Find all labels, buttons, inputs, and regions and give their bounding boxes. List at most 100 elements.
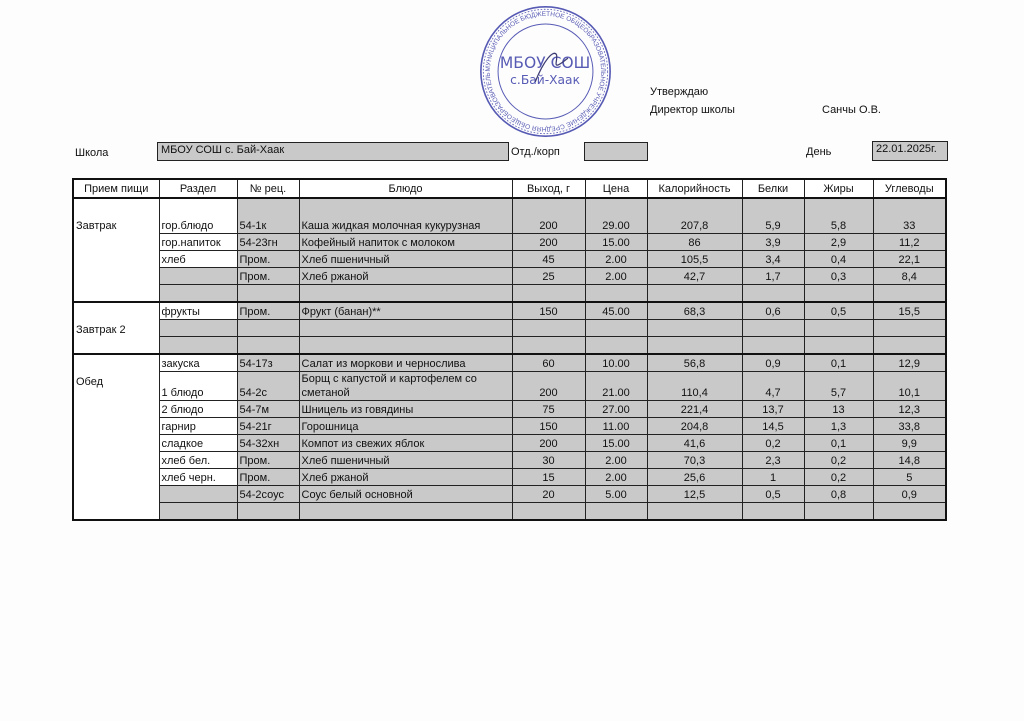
protein-cell: 0,9 [741,353,805,372]
price-cell: 2.00 [584,468,648,486]
fat-cell: 2,9 [803,233,874,251]
calories-cell: 110,4 [646,371,743,401]
fat-cell: 0,1 [803,434,874,452]
fat-cell: 0,5 [803,301,874,320]
carbs-cell: 14,8 [872,451,947,469]
svg-text:с.Бай-Хаак: с.Бай-Хаак [510,73,580,87]
meal-name: Завтрак 2 [72,301,160,355]
fat-cell: 13 [803,400,874,418]
dish-cell: Хлеб пшеничный [298,250,513,268]
dish-cell: Фрукт (банан)** [298,301,513,320]
carbs-cell: 33 [872,197,947,234]
price-cell: 11.00 [584,417,648,435]
table-row: хлеб черн. Пром. Хлеб ржаной 15 2.00 25,6 1 0,2… [73,468,947,486]
price-cell: 21.00 [584,371,648,401]
day-field: 22.01.2025г. [872,141,948,161]
section-cell: фрукты [158,301,238,320]
protein-cell: 5,9 [741,197,805,234]
approve-label: Утверждаю [650,86,709,98]
calories-cell [646,284,743,303]
carbs-cell [872,502,947,521]
director-label: Директор школы [650,104,735,116]
carbs-cell: 5 [872,468,947,486]
table-header: Прием пищи Раздел № рец. Блюдо Выход, г Цена К… [72,178,947,199]
carbs-cell [872,336,947,355]
carbs-cell: 8,4 [872,267,947,285]
recipe-number-cell: Пром. [236,250,300,268]
table-row: Завтрак гор.блюдо 54-1к Каша жидкая молочна… [72,197,947,303]
yield-cell: 20 [511,485,586,503]
protein-cell: 13,7 [741,400,805,418]
carbs-cell: 22,1 [872,250,947,268]
column-header: Раздел [158,178,238,199]
section-cell: гор.блюдо [158,197,238,234]
yield-cell: 15 [511,468,586,486]
protein-cell: 1 [741,468,805,486]
recipe-number-cell [236,502,300,521]
yield-cell: 30 [511,451,586,469]
carbs-cell: 33,8 [872,417,947,435]
dish-cell [298,284,513,303]
calories-cell: 12,5 [646,485,743,503]
section-cell [158,336,238,355]
school-field: МБОУ СОШ с. Бай-Хаак [157,142,509,161]
section-cell [158,284,238,303]
yield-cell [511,284,586,303]
carbs-cell [872,319,947,337]
yield-cell: 150 [511,301,586,320]
meal-name: Завтрак [72,197,160,303]
price-cell: 27.00 [584,400,648,418]
day-label: День [806,146,832,158]
calories-cell [646,502,743,521]
price-cell: 15.00 [584,434,648,452]
fat-cell: 5,8 [803,197,874,234]
protein-cell: 2,3 [741,451,805,469]
dish-cell: Каша жидкая молочная кукурузная [298,197,513,234]
column-header: Жиры [803,178,874,199]
dish-cell: Компот из свежих яблок [298,434,513,452]
calories-cell: 56,8 [646,353,743,372]
calories-cell: 42,7 [646,267,743,285]
calories-cell: 105,5 [646,250,743,268]
yield-cell: 45 [511,250,586,268]
yield-cell [511,502,586,521]
protein-cell: 3,4 [741,250,805,268]
section-cell: 2 блюдо [158,400,238,418]
dish-cell: Горошница [298,417,513,435]
calories-cell [646,319,743,337]
calories-cell: 86 [646,233,743,251]
yield-cell: 150 [511,417,586,435]
fat-cell: 0,3 [803,267,874,285]
dept-field [584,142,648,161]
price-cell [584,502,648,521]
calories-cell: 68,3 [646,301,743,320]
protein-cell: 4,7 [741,371,805,401]
table-row: хлеб Пром. Хлеб пшеничный 45 2.00 105,5 3,4 0,4… [73,250,947,268]
price-cell: 5.00 [584,485,648,503]
calories-cell [646,336,743,355]
dish-cell: Салат из моркови и чернослива [298,353,513,372]
carbs-cell [872,284,947,303]
table-row [73,336,947,355]
dish-cell: Кофейный напиток с молоком [298,233,513,251]
dish-cell: Соус белый основной [298,485,513,503]
dept-label: Отд./корп [511,146,560,158]
section-cell [158,485,238,503]
recipe-number-cell [236,319,300,337]
fat-cell: 0,8 [803,485,874,503]
table-row: 1 блюдо 54-2с Борщ с капустой и картофелем… [73,371,947,401]
yield-cell: 25 [511,267,586,285]
fat-cell [803,284,874,303]
yield-cell: 200 [511,371,586,401]
carbs-cell: 11,2 [872,233,947,251]
table-row [73,502,947,521]
section-cell: гор.напиток [158,233,238,251]
calories-cell: 207,8 [646,197,743,234]
price-cell: 10.00 [584,353,648,372]
table-row: Завтрак 2 фрукты Пром. Фрукт (банан)** 150 45… [72,301,947,355]
calories-cell: 25,6 [646,468,743,486]
carbs-cell: 12,3 [872,400,947,418]
recipe-number-cell: 54-2соус [236,485,300,503]
recipe-number-cell: 54-21г [236,417,300,435]
recipe-number-cell: 54-23гн [236,233,300,251]
